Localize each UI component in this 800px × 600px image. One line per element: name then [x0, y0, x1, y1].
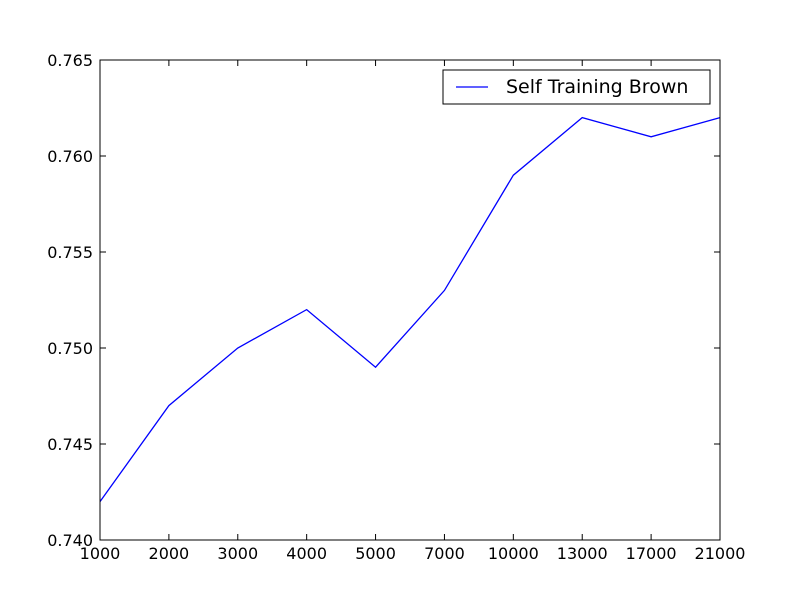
- series-lines: [99, 116, 721, 502]
- legend-label: Self Training Brown: [506, 76, 688, 98]
- x-tick-label: 3000: [217, 544, 258, 563]
- x-tick-label: 1000: [80, 544, 121, 563]
- plot-frame: [99, 59, 721, 541]
- x-tick-label: 13000: [557, 544, 608, 563]
- y-tick-label: 0.760: [47, 147, 93, 166]
- series-line: [99, 116, 721, 502]
- y-axis-tick-labels: 0.740 0.745 0.750 0.755 0.760 0.765: [47, 51, 93, 550]
- x-tick-label: 2000: [149, 544, 190, 563]
- x-tick-label: 10000: [488, 544, 539, 563]
- y-tick-label: 0.740: [47, 531, 93, 550]
- x-tick-label: 4000: [286, 544, 327, 563]
- x-tick-label: 17000: [626, 544, 677, 563]
- x-tick-label: 7000: [424, 544, 465, 563]
- y-tick-label: 0.745: [47, 435, 93, 454]
- legend: Self Training Brown: [442, 69, 711, 105]
- y-tick-label: 0.765: [47, 51, 93, 70]
- x-axis-tick-labels: 1000 2000 3000 4000 5000 7000 10000 13000 17000 2…: [80, 544, 746, 563]
- x-tick-label: 21000: [695, 544, 746, 563]
- y-tick-label: 0.755: [47, 243, 93, 262]
- y-tick-label: 0.750: [47, 339, 93, 358]
- x-tick-label: 5000: [355, 544, 396, 563]
